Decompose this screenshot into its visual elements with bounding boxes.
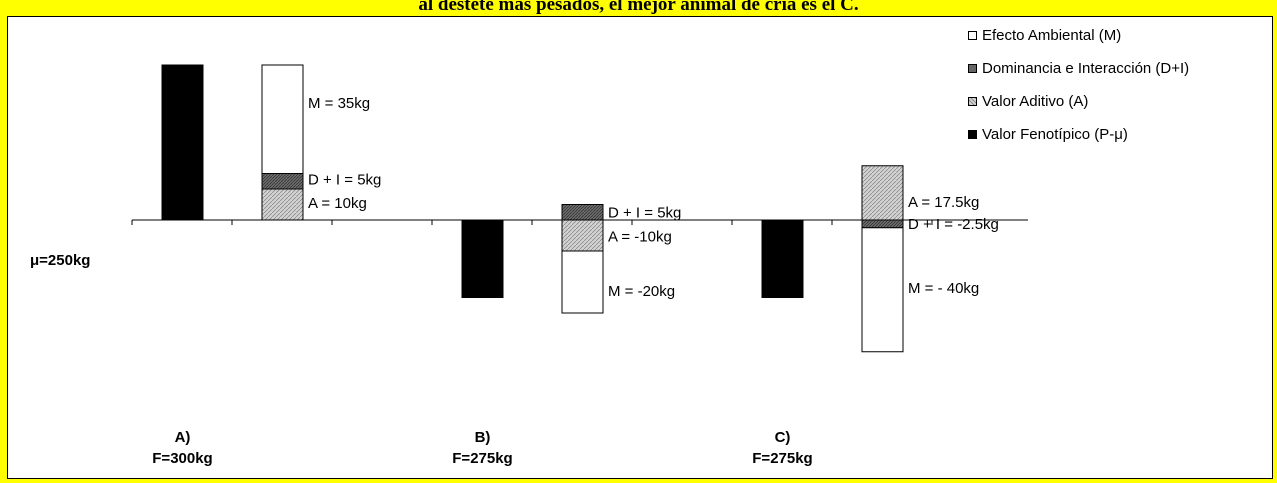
component-label-dominancia: D + I = 5kg <box>308 172 381 189</box>
category-value-label: F=275kg <box>752 450 812 467</box>
category-label: C) <box>775 429 791 446</box>
legend-swatch-aditivo <box>968 96 977 106</box>
legend-swatch-dominancia <box>968 63 977 73</box>
component-bar-ambiental <box>561 250 604 314</box>
phenotypic-bar <box>161 64 204 221</box>
chart-frame: μ=250kg A = 10kg D + I = 5kg M = 35kg A) F=30… <box>7 16 1273 479</box>
component-bar-aditivo <box>261 188 304 221</box>
component-label-aditivo: A = 10kg <box>308 195 367 212</box>
component-label-aditivo: A = -10kg <box>608 229 672 246</box>
component-bar-dominancia <box>261 173 304 190</box>
legend-item-aditivo: Valor Aditivo (A) <box>968 91 1088 111</box>
phenotypic-bar <box>461 219 504 298</box>
component-chart: μ=250kg A = 10kg D + I = 5kg M = 35kg A) F=30… <box>30 64 1028 467</box>
category-label: A) <box>175 429 191 446</box>
component-label-ambiental: M = -20kg <box>608 283 675 300</box>
component-label-aditivo: A = 17.5kg <box>908 194 979 211</box>
component-bar-dominancia <box>561 204 604 221</box>
legend-item-dominancia: Dominancia e Interacción (D+I) <box>968 58 1189 78</box>
legend-item-ambiental: Efecto Ambiental (M) <box>968 25 1121 45</box>
phenotypic-bar <box>761 219 804 298</box>
component-label-dominancia: D + I = -2.5kg <box>908 216 999 233</box>
category-value-label: F=300kg <box>152 450 212 467</box>
component-bar-dominancia <box>861 219 904 229</box>
category-value-label: F=275kg <box>452 450 512 467</box>
baseline-label: μ=250kg <box>30 252 90 269</box>
component-label-dominancia: D + I = 5kg <box>608 204 681 221</box>
legend-label: Efecto Ambiental (M) <box>982 26 1122 44</box>
component-bar-ambiental <box>261 64 304 174</box>
component-bar-ambiental <box>861 227 904 353</box>
component-bar-aditivo <box>861 165 904 221</box>
component-label-ambiental: M = 35kg <box>308 95 370 112</box>
legend-item-fenotipico: Valor Fenotípico (P-μ) <box>968 124 1128 144</box>
legend-label: Valor Fenotípico (P-μ) <box>982 125 1128 143</box>
legend-swatch-ambiental <box>968 30 977 40</box>
component-bar-aditivo <box>561 219 604 252</box>
legend-swatch-fenotipico <box>968 129 977 139</box>
component-label-ambiental: M = - 40kg <box>908 280 979 297</box>
category-label: B) <box>475 429 491 446</box>
legend-label: Dominancia e Interacción (D+I) <box>982 59 1190 77</box>
page-title: al destete más pesados, el mejor animal … <box>418 0 859 15</box>
legend-label: Valor Aditivo (A) <box>982 92 1089 110</box>
